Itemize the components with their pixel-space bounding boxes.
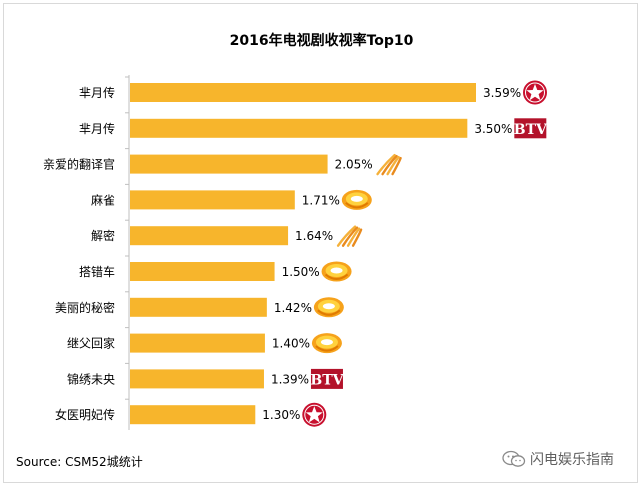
value-label: 2.05% <box>335 158 373 172</box>
mango-logo-icon <box>321 261 352 282</box>
category-label: 芈月传 <box>79 121 115 136</box>
star-logo-icon <box>302 402 327 427</box>
value-label: 1.71% <box>302 193 340 207</box>
category-label: 麻雀 <box>91 192 115 207</box>
watermark: 闪电娱乐指南 <box>502 449 614 469</box>
value-label: 1.64% <box>295 229 333 243</box>
btv-logo-text: BTV <box>310 372 344 388</box>
bar <box>130 226 289 246</box>
category-label: 锦绣未央 <box>67 372 115 386</box>
watermark-text: 闪电娱乐指南 <box>530 452 614 468</box>
bar <box>130 405 256 425</box>
btv-logo-icon: BTV <box>310 368 345 389</box>
mango-logo-icon <box>313 297 344 318</box>
value-label: 1.40% <box>272 337 310 351</box>
mango-logo-icon <box>341 189 372 210</box>
category-label: 搭错车 <box>79 264 115 279</box>
bar <box>130 369 264 389</box>
star-logo-icon <box>523 80 547 105</box>
swirl-logo-icon <box>336 225 363 247</box>
value-label: 3.59% <box>483 86 521 100</box>
bar <box>130 297 267 317</box>
category-label: 继父回家 <box>67 336 115 351</box>
bar <box>130 333 265 353</box>
category-label: 解密 <box>91 228 115 243</box>
bar <box>130 83 476 102</box>
wechat-icon <box>502 450 526 467</box>
category-label: 美丽的秘密 <box>55 300 115 315</box>
btv-logo-text: BTV <box>514 122 548 138</box>
chart-title: 2016年电视剧收视率Top10 <box>229 33 414 49</box>
value-label: 1.42% <box>274 301 312 315</box>
swirl-logo-icon <box>376 153 402 176</box>
bar <box>130 190 295 210</box>
value-label: 1.30% <box>262 408 300 422</box>
category-label: 女医明妃传 <box>55 407 115 422</box>
value-label: 1.39% <box>271 372 309 386</box>
bar <box>130 154 328 174</box>
value-label: 1.50% <box>282 265 320 279</box>
btv-logo-icon: BTV <box>514 118 548 139</box>
source-note: Source: CSM52城统计 <box>16 455 143 469</box>
mango-logo-icon <box>311 333 342 354</box>
category-label: 芈月传 <box>79 85 115 100</box>
value-label: 3.50% <box>474 122 512 136</box>
bar <box>130 118 468 138</box>
category-label: 亲爱的翻译官 <box>43 157 115 172</box>
bar <box>130 262 275 281</box>
